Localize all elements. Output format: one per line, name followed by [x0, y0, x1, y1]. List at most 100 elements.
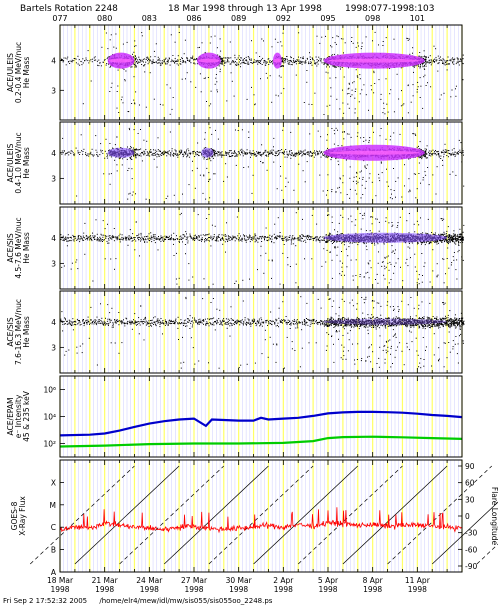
scatter-point: [191, 237, 193, 239]
scatter-point: [213, 236, 215, 238]
scatter-point: [364, 187, 366, 189]
scatter-point: [280, 66, 282, 67]
scatter-point: [432, 174, 434, 176]
scatter-point: [165, 152, 167, 154]
scatter-point: [247, 62, 249, 64]
scatter-point: [426, 145, 428, 147]
scatter-point: [157, 56, 159, 58]
scatter-point: [214, 225, 216, 227]
scatter-point: [161, 152, 162, 154]
scatter-point: [129, 157, 131, 159]
scatter-point: [412, 65, 414, 67]
scatter-point: [425, 157, 427, 159]
scatter-point: [154, 235, 156, 237]
scatter-point: [290, 61, 292, 63]
scatter-point: [65, 64, 67, 66]
scatter-point: [309, 56, 311, 58]
scatter-point: [440, 59, 442, 61]
scatter-point: [424, 150, 426, 152]
scatter-point: [169, 87, 171, 89]
scatter-point: [309, 52, 310, 54]
scatter-point: [450, 60, 452, 62]
scatter-point: [85, 59, 87, 61]
scatter-point: [374, 31, 376, 33]
scatter-point: [65, 239, 67, 240]
scatter-point: [199, 73, 201, 75]
scatter-point: [331, 191, 333, 193]
scatter-point: [422, 58, 424, 59]
scatter-point: [265, 63, 267, 64]
scatter-point: [423, 65, 425, 67]
scatter-point: [227, 58, 229, 60]
scatter-point: [114, 144, 116, 146]
scatter-point: [166, 151, 168, 153]
scatter-point: [203, 147, 205, 149]
scatter-point: [444, 151, 446, 153]
scatter-point: [151, 241, 153, 243]
scatter-point: [81, 64, 83, 66]
scatter-point: [173, 152, 175, 154]
scatter-point: [214, 153, 216, 155]
scatter-point: [83, 148, 85, 150]
scatter-point: [348, 83, 350, 85]
scatter-point: [348, 107, 350, 109]
scatter-point: [342, 102, 344, 104]
scatter-point: [233, 151, 235, 153]
scatter-point: [114, 268, 115, 270]
scatter-point: [251, 153, 253, 155]
scatter-point: [133, 63, 135, 65]
scatter-point: [186, 238, 188, 240]
scatter-point: [424, 68, 426, 70]
scatter-point: [150, 56, 152, 58]
scatter-point: [344, 42, 346, 44]
scatter-point: [462, 150, 464, 152]
scatter-point: [292, 155, 294, 157]
scatter-point: [112, 235, 114, 237]
scatter-point: [200, 238, 202, 240]
scatter-point: [141, 236, 143, 238]
scatter-point: [426, 56, 428, 58]
scatter-point: [445, 61, 447, 63]
scatter-point: [121, 238, 123, 240]
scatter-point: [115, 237, 117, 239]
scatter-point: [280, 166, 281, 167]
scatter-point: [302, 170, 304, 172]
scatter-point: [137, 236, 139, 238]
top-doy-tick-3: 086: [186, 14, 201, 23]
scatter-point: [76, 238, 78, 240]
scatter-point: [238, 151, 240, 153]
scatter-point: [84, 222, 86, 224]
scatter-point: [290, 64, 292, 65]
density-band: [107, 147, 135, 158]
scatter-point: [457, 58, 459, 60]
scatter-point: [178, 150, 180, 152]
scatter-point: [421, 56, 423, 58]
scatter-point: [157, 153, 159, 155]
scatter-point: [238, 61, 240, 63]
scatter-point: [81, 237, 83, 239]
scatter-point: [107, 238, 109, 240]
scatter-point: [293, 58, 295, 60]
scatter-point: [455, 88, 456, 90]
scatter-point: [352, 82, 354, 84]
scatter-point: [276, 151, 278, 153]
scatter-point: [379, 180, 381, 182]
scatter-point: [426, 153, 428, 155]
scatter-point: [179, 59, 181, 60]
scatter-point: [134, 62, 136, 64]
scatter-point: [463, 154, 464, 156]
scatter-point: [283, 58, 285, 60]
scatter-point: [380, 98, 382, 100]
scatter-point: [303, 150, 305, 152]
scatter-point: [333, 66, 335, 68]
scatter-point: [277, 150, 279, 152]
scatter-point: [138, 239, 140, 241]
scatter-point: [134, 150, 136, 152]
scatter-point: [424, 59, 426, 61]
scatter-point: [109, 91, 111, 92]
scatter-point: [185, 62, 187, 64]
scatter-point: [156, 156, 158, 158]
scatter-point: [176, 60, 178, 62]
scatter-point: [176, 283, 178, 285]
